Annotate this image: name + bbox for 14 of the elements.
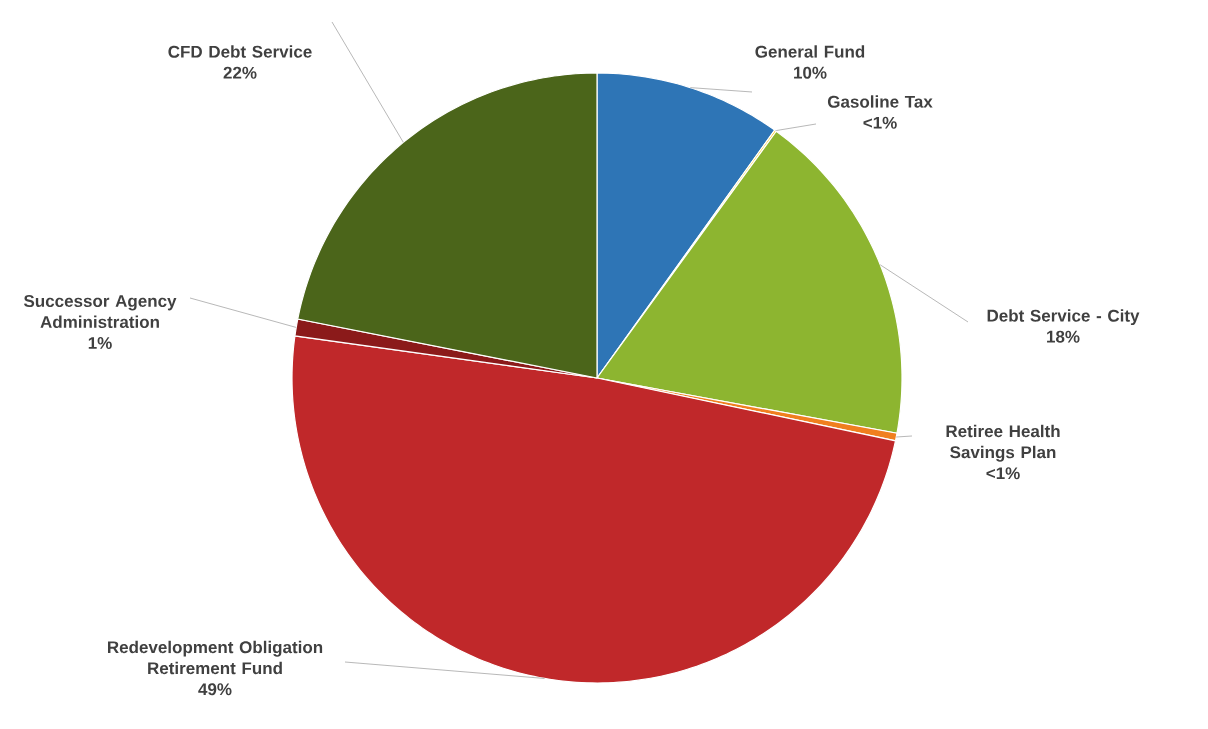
data-label: <1% <box>986 467 1020 480</box>
data-label: <1% <box>863 116 897 129</box>
slice-label: Retiree Health Savings Plan <box>946 424 1060 462</box>
slice-label: CFD Debt Service <box>168 45 312 58</box>
slice-label: Debt Service - City <box>987 309 1140 326</box>
slice-label: General Fund <box>755 45 865 58</box>
slice-label: Successor Agency Administration <box>23 294 177 329</box>
data-label: 1% <box>88 337 112 349</box>
data-label: 22% <box>223 66 257 79</box>
slice-label: Gasoline Tax <box>827 95 933 108</box>
data-label: 49% <box>198 683 232 696</box>
data-label: 18% <box>1047 330 1080 343</box>
data-label: 10% <box>794 66 827 79</box>
slice-label: Redevelopment Obligation Retirement Fund <box>108 640 323 675</box>
